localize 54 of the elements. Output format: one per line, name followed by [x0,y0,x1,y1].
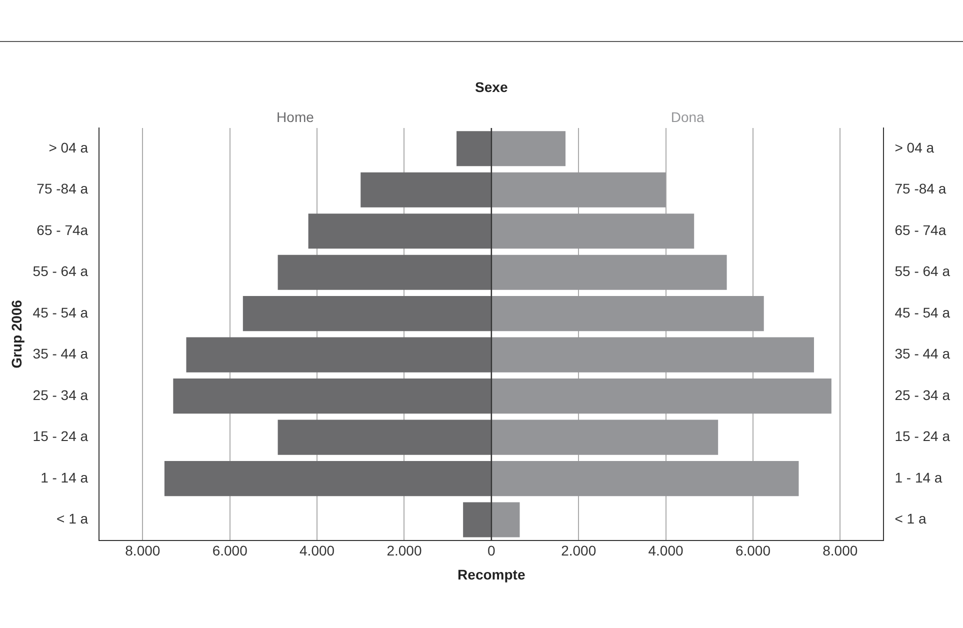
bar [492,337,814,372]
category-label: 45 - 54 a [894,304,950,320]
bar [242,296,491,332]
x-axis-title: Recompte [458,566,526,582]
x-tick-label: 4.000 [300,542,335,559]
bar [492,420,718,455]
x-tick-label: 6.000 [212,542,248,559]
category-label: 15 - 24 a [894,428,950,444]
bar [492,378,832,414]
bar [456,131,491,166]
bar [173,378,491,414]
bar [360,172,491,208]
bar [492,131,566,166]
y-axis-title: Grup 2006 [8,300,24,368]
y-tick-label: 35 - 44 a [32,346,88,362]
category-label: 55 - 64 a [894,263,950,280]
legend-title: Sexe [475,79,508,95]
bar [492,172,666,208]
bar [278,254,491,290]
y-tick-label: 65 - 74a [36,222,88,238]
y-tick-label: 1 - 14 a [40,469,88,486]
bar [308,214,491,249]
y-tick-label: 45 - 54 a [32,304,88,320]
x-tick-label: 8.000 [822,542,858,559]
bar [186,337,491,372]
category-label: 35 - 44 a [894,346,950,362]
x-tick-label: 0 [488,542,496,559]
y-tick-label: 15 - 24 a [32,428,88,444]
bar [278,420,491,455]
x-tick-label: 4.000 [648,542,684,559]
y-tick-label: 25 - 34 a [32,386,88,403]
text: Home [276,109,314,125]
x-tick-label: 8.000 [125,542,160,559]
category-label: > 04 a [894,139,934,156]
bar [463,502,491,538]
x-tick-label: 2.000 [561,542,596,559]
y-tick-label: > 04 a [48,139,88,156]
bar [492,296,764,332]
y-tick-label: < 1 a [56,510,88,527]
category-label: 25 - 34 a [894,386,950,403]
text: Dona [670,109,705,125]
x-tick-label: 6.000 [735,542,771,559]
category-label: 65 - 74a [894,222,946,238]
bar [492,502,520,538]
bar [164,461,491,496]
y-tick-label: 55 - 64 a [32,263,88,280]
x-tick-label: 2.000 [386,542,422,559]
bar [492,254,727,290]
category-label: 1 - 14 a [894,469,942,486]
y-tick-label: 75 -84 a [36,180,88,197]
bar [492,214,694,249]
category-label: 75 -84 a [894,180,946,197]
bar [492,461,799,496]
category-label: < 1 a [894,510,926,527]
